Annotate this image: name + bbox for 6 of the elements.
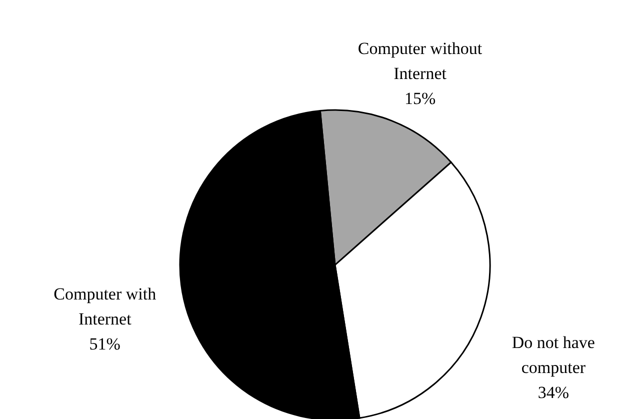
slice-label: Computer with Internet <box>54 284 157 328</box>
data-label: 15% <box>404 89 436 108</box>
slice-label: Computer without Internet <box>358 39 482 84</box>
data-label: 34% <box>538 383 570 402</box>
slice-label: Do not have computer <box>512 333 595 378</box>
data-label: 51% <box>89 334 120 354</box>
